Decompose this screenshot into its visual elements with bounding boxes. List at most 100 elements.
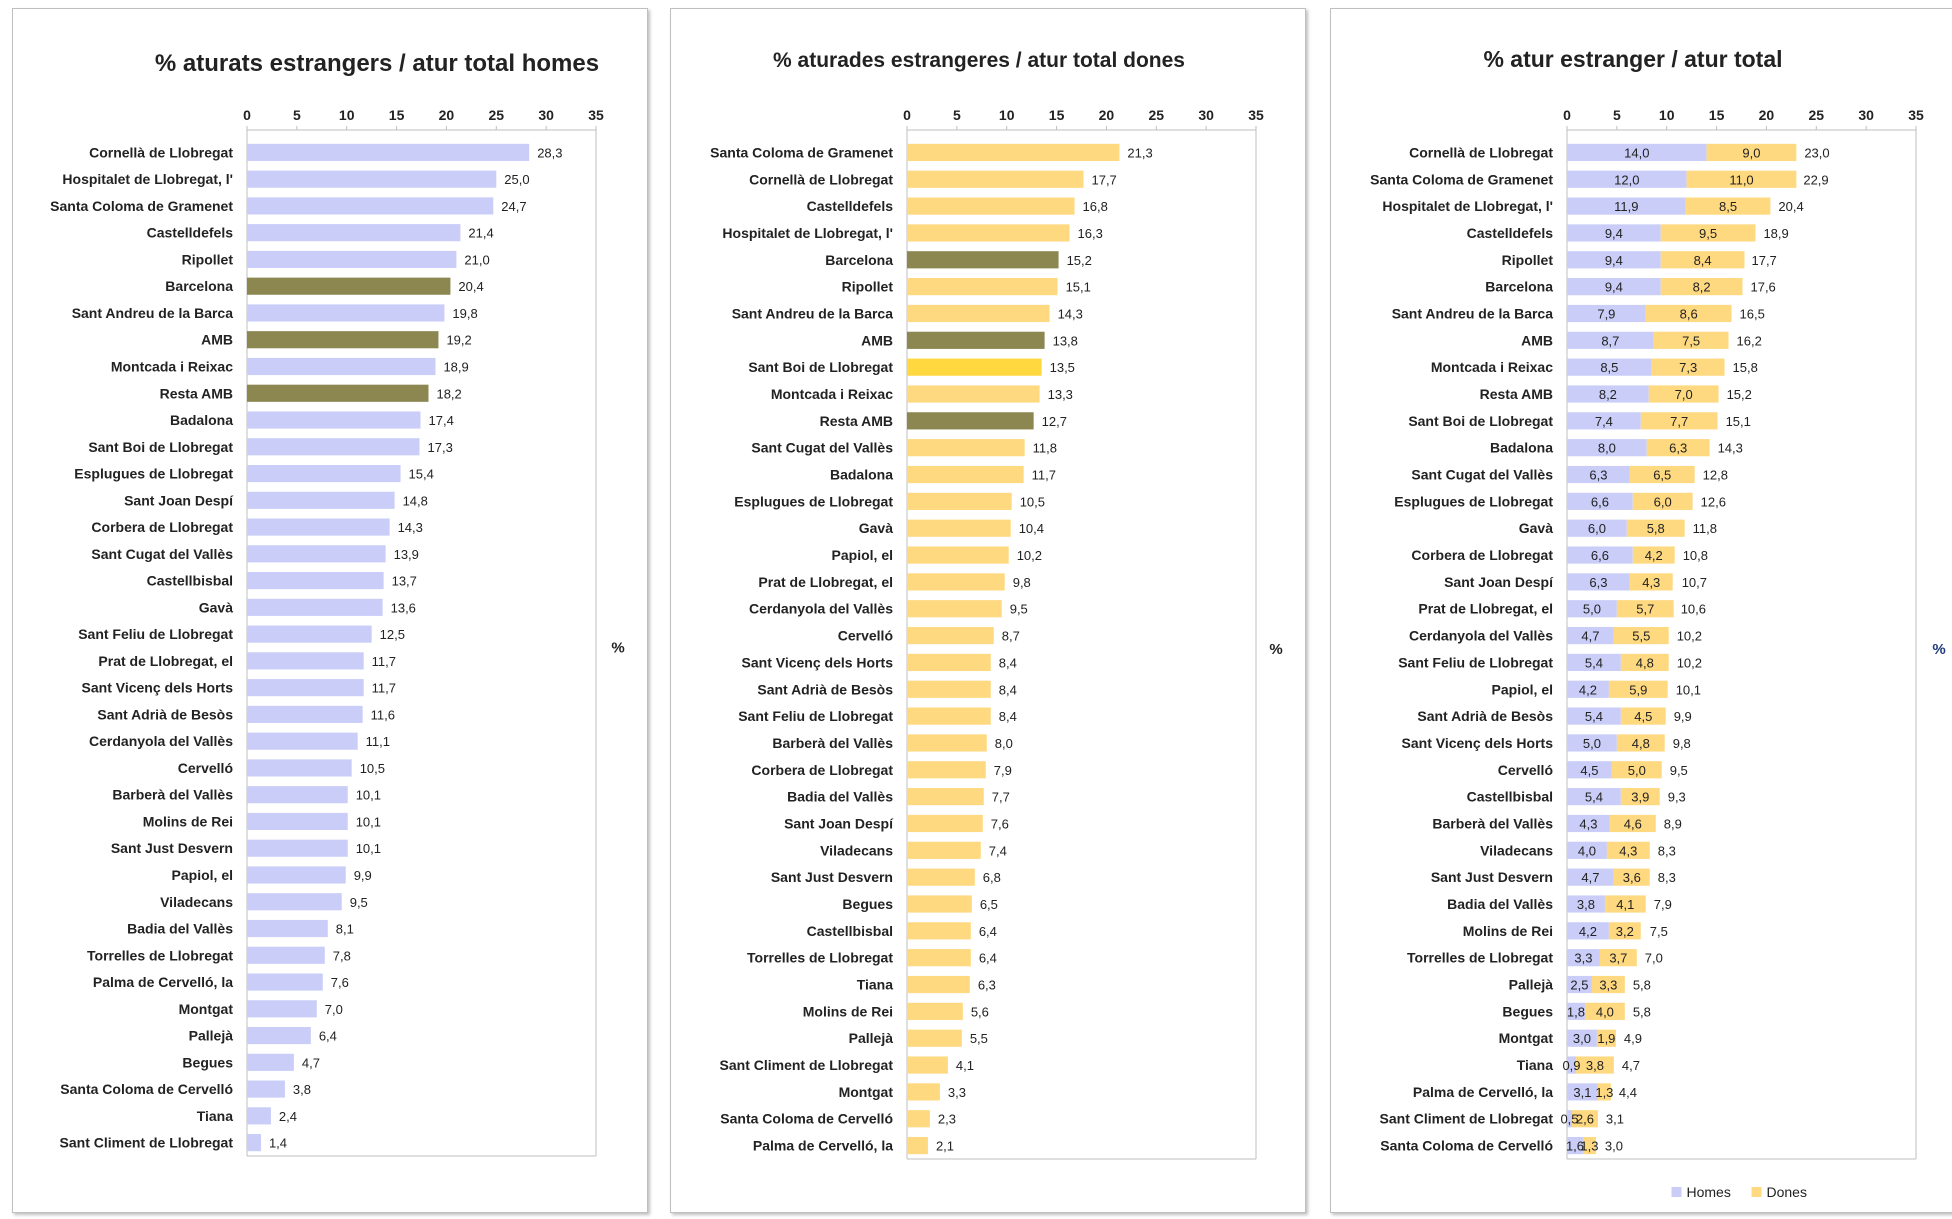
bar	[907, 653, 991, 672]
bar	[907, 224, 1070, 242]
chart-dones: % aturades estrangeres / atur total done…	[710, 49, 1283, 1160]
bar	[907, 278, 1058, 296]
category-label: Viladecans	[820, 842, 893, 858]
x-tick-label: 0	[903, 107, 911, 123]
category-label: Badalona	[170, 412, 233, 428]
data-label-dones: 9,0	[1742, 145, 1760, 160]
bar-segment-dones	[1653, 331, 1729, 349]
data-label: 2,1	[936, 1139, 954, 1154]
data-label-homes: 7,4	[1595, 414, 1613, 429]
category-label: Corbera de Llobregat	[751, 762, 893, 778]
category-label: Sant Boi de Llobregat	[748, 359, 893, 375]
bar	[907, 949, 971, 967]
chart-panel-total: % atur estranger / atur total 0 5 10 15 20 25 3…	[1330, 8, 1952, 1213]
category-label: Esplugues de Llobregat	[1394, 493, 1553, 509]
category-label: Tiana	[1517, 1057, 1554, 1073]
data-label-homes: 4,2	[1579, 924, 1597, 939]
bar-segment-homes	[1567, 1002, 1585, 1020]
data-label-dones: 4,8	[1636, 655, 1654, 670]
bar	[907, 251, 1059, 269]
bar-segment-homes	[1567, 653, 1621, 672]
data-label-dones: 9,5	[1699, 226, 1717, 241]
bar	[247, 277, 451, 295]
data-label-homes: 7,9	[1597, 306, 1615, 321]
category-label: Sant Climent de Llobregat	[720, 1057, 894, 1073]
data-label-dones: 8,2	[1693, 280, 1711, 295]
x-tick-label: 25	[1148, 107, 1164, 123]
data-label-dones: 3,2	[1616, 924, 1634, 939]
data-label-dones: 4,6	[1624, 816, 1642, 831]
category-label: Resta AMB	[1480, 386, 1553, 402]
data-label: 9,5	[1010, 602, 1028, 617]
data-label-total: 10,2	[1677, 629, 1702, 644]
x-tick-label: 10	[1659, 107, 1675, 123]
data-label-homes: 9,4	[1605, 226, 1623, 241]
data-label-dones: 5,5	[1632, 629, 1650, 644]
data-label: 10,1	[356, 841, 381, 856]
bar	[907, 492, 1012, 510]
data-label-homes: 1,6	[1566, 1139, 1584, 1154]
data-label-homes: 5,4	[1585, 655, 1603, 670]
data-label: 3,3	[948, 1085, 966, 1100]
bar-segment-homes	[1567, 519, 1627, 537]
data-label-dones: 8,4	[1694, 253, 1712, 268]
category-label: Sant Joan Despí	[124, 492, 234, 508]
category-label: Cornellà de Llobregat	[749, 171, 893, 187]
bar	[247, 973, 323, 991]
data-label: 2,4	[279, 1109, 297, 1124]
bar	[907, 465, 1024, 484]
category-label: Viladecans	[160, 894, 233, 910]
category-label: Santa Coloma de Cervelló	[60, 1081, 233, 1097]
bar	[247, 384, 429, 402]
x-tick-label: 15	[389, 107, 405, 123]
bar	[247, 572, 384, 590]
chart-title: % aturats estrangers / atur total homes	[155, 50, 599, 77]
bar-segment-dones	[1584, 1002, 1625, 1020]
data-label: 13,9	[394, 547, 419, 562]
bar-segment-homes	[1567, 143, 1707, 162]
data-label-homes: 9,4	[1605, 253, 1623, 268]
bar-segment-homes	[1567, 412, 1641, 430]
data-label-homes: 8,2	[1599, 387, 1617, 402]
category-label: Gavà	[1519, 520, 1553, 536]
category-label: Santa Coloma de Gramenet	[710, 144, 893, 160]
category-label: Begues	[842, 896, 893, 912]
axis-unit-label: %	[1932, 641, 1945, 658]
data-label: 11,7	[1032, 468, 1056, 483]
category-label: Corbera de Llobregat	[91, 519, 233, 535]
bar-segment-dones	[1606, 841, 1650, 859]
data-label-homes: 12,0	[1614, 172, 1639, 187]
bar	[247, 598, 383, 616]
bar	[247, 545, 386, 563]
category-label: Torrelles de Llobregat	[747, 950, 893, 966]
data-label: 16,8	[1083, 199, 1108, 214]
data-label-homes: 6,3	[1589, 575, 1607, 590]
bar	[907, 626, 994, 645]
bar	[247, 919, 328, 938]
bar-segment-dones	[1613, 626, 1669, 645]
bar	[247, 839, 348, 857]
bar-segment-homes	[1567, 358, 1652, 376]
x-tick-label: 0	[243, 107, 251, 123]
bar	[247, 866, 346, 884]
bar-segment-dones	[1629, 465, 1695, 484]
category-label: Sant Vicenç dels Horts	[82, 680, 234, 696]
data-label-homes: 8,7	[1601, 333, 1619, 348]
data-label: 28,3	[537, 145, 562, 160]
chart-title: % atur estranger / atur total	[1483, 46, 1782, 72]
bar-segment-dones	[1685, 197, 1771, 215]
data-label: 4,1	[956, 1058, 974, 1073]
data-label-homes: 3,3	[1574, 951, 1592, 966]
data-label: 21,4	[468, 226, 493, 241]
x-tick-label: 35	[1908, 107, 1924, 123]
bar	[907, 143, 1120, 162]
data-label-homes: 4,2	[1579, 682, 1597, 697]
data-label-total: 11,8	[1693, 521, 1717, 536]
x-tick-label: 20	[439, 107, 455, 123]
data-label: 10,4	[1019, 521, 1044, 536]
category-label: Ripollet	[1502, 252, 1554, 268]
bar	[247, 491, 395, 509]
data-label-dones: 11,0	[1729, 172, 1753, 187]
x-tick-label: 15	[1709, 107, 1725, 123]
category-label: Tiana	[857, 977, 894, 993]
